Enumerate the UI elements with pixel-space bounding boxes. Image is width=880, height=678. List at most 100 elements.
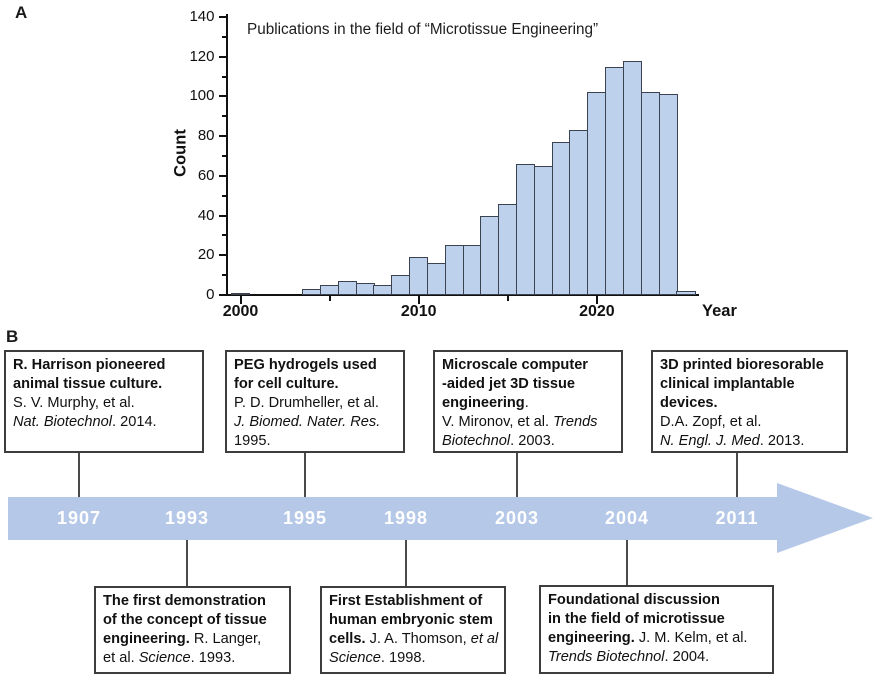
text-run: Biotechnol: [442, 433, 511, 449]
text-run: . 2014.: [111, 414, 157, 430]
text-run: et al: [470, 631, 499, 647]
timeline-year-1995: 1995: [282, 508, 328, 528]
text-run: engineering.: [548, 630, 635, 646]
text-run: . 1993.: [190, 650, 236, 666]
event-text-line: -aided jet 3D tissue: [442, 375, 614, 394]
event-box-top-3: Microscale computer -aided jet 3D tissue …: [433, 350, 623, 453]
y-tick-10: [221, 274, 226, 277]
text-run: . 2013.: [759, 433, 805, 449]
event-text-line: engineering.: [442, 394, 614, 413]
y-tick-120: [218, 55, 226, 58]
text-run: N. Engl. J. Med: [660, 433, 760, 449]
text-run: J. M. Kelm, et al.: [634, 630, 748, 646]
text-run: V. Mironov, et al.: [442, 414, 554, 430]
panel-b-label: B: [6, 327, 19, 346]
event-text-line: V. Mironov, et al. Trends: [442, 413, 614, 432]
text-run: cells.: [329, 631, 366, 647]
connector-top-1: [78, 453, 80, 497]
text-run: Trends: [553, 414, 598, 430]
text-run: -aided jet 3D tissue: [442, 376, 576, 392]
text-run: Trends Biotechnol: [548, 649, 665, 665]
text-run: 3D printed bioresorable: [660, 357, 824, 373]
event-text-line: R. Harrison pioneered: [13, 356, 195, 375]
event-text-line: 3D printed bioresorable: [660, 356, 839, 375]
text-run: engineering: [442, 395, 525, 411]
timeline-year-1907: 1907: [56, 508, 102, 528]
y-tick-label-60: 60: [197, 166, 215, 184]
event-text-line: devices.: [660, 394, 839, 413]
text-run: in the field of microtissue: [548, 611, 725, 627]
x-tick-label-2000: 2000: [222, 303, 259, 320]
text-run: D.A. Zopf, et al.: [660, 414, 762, 430]
text-run: The first demonstration: [103, 593, 266, 609]
text-run: J. A. Thomson,: [365, 631, 471, 647]
y-tick-90: [221, 115, 226, 118]
bar-2006: [337, 281, 358, 295]
text-run: Science: [138, 650, 191, 666]
y-tick-50: [221, 194, 226, 197]
y-tick-20: [218, 254, 226, 257]
bar-2021: [605, 66, 625, 295]
event-box-bottom-2: First Establishment of human embryonic st…: [320, 586, 506, 674]
bar-2017: [533, 165, 554, 295]
timeline-arrow-head-icon: [777, 483, 873, 553]
y-tick-label-40: 40: [197, 206, 215, 224]
text-run: R. Harrison pioneered: [13, 357, 166, 373]
event-text-line: Trends Biotechnol. 2004.: [548, 648, 765, 667]
x-tick-label-2020: 2020: [579, 303, 615, 320]
connector-bottom-1: [186, 540, 188, 586]
timeline-year-1998: 1998: [383, 508, 429, 528]
connector-bottom-3: [626, 540, 628, 585]
text-run: human embryonic stem: [329, 612, 493, 628]
text-run: for cell culture.: [234, 376, 339, 392]
bar-2007: [355, 283, 375, 295]
x-tick-2020: [595, 296, 598, 305]
bar-2024: [658, 94, 678, 295]
panel-a-label: A: [15, 3, 28, 22]
connector-bottom-2: [405, 540, 407, 586]
text-run: J. Biomed. Nater. Res.: [234, 414, 381, 430]
y-tick-70: [221, 155, 226, 157]
bar-2004: [302, 289, 322, 295]
connector-top-2: [304, 453, 306, 497]
text-run: Foundational discussion: [548, 592, 720, 608]
event-text-line: human embryonic stem: [329, 611, 497, 630]
event-box-top-2: PEG hydrogels used for cell culture. P. D.…: [225, 350, 405, 453]
bar-2009: [391, 275, 411, 295]
bar-2023: [640, 92, 660, 295]
y-tick-40: [218, 214, 226, 217]
text-run: PEG hydrogels used: [234, 357, 377, 373]
event-text-line: Science. 1998.: [329, 649, 497, 668]
event-text-line: Nat. Biotechnol. 2014.: [13, 413, 195, 432]
bar-2022: [622, 60, 643, 295]
x-tick-2000: [239, 296, 242, 305]
event-text-line: PEG hydrogels used: [234, 356, 396, 375]
x-axis-title: Year: [702, 302, 737, 320]
bar-2018: [551, 142, 571, 295]
event-text-line: for cell culture.: [234, 375, 396, 394]
event-text-line: Foundational discussion: [548, 591, 765, 610]
event-text-line: N. Engl. J. Med. 2013.: [660, 432, 839, 451]
text-run: of the concept of tissue: [103, 612, 267, 628]
connector-top-3: [516, 453, 518, 497]
text-run: R. Langer,: [189, 631, 262, 647]
event-text-line: engineering. R. Langer,: [103, 630, 282, 649]
y-tick-0: [218, 294, 226, 296]
y-axis-line: [225, 14, 228, 296]
text-run: 1995.: [234, 433, 271, 449]
bar-2014: [480, 215, 500, 295]
x-tick-2015: [506, 296, 509, 302]
x-tick-2010: [417, 296, 420, 305]
event-text-line: J. Biomed. Nater. Res.: [234, 413, 396, 432]
event-box-bottom-3: Foundational discussion in the field of …: [539, 585, 774, 674]
bar-2013: [462, 245, 482, 295]
text-run: First Establishment of: [329, 593, 483, 609]
bar-2000: [230, 292, 251, 295]
y-tick-60: [218, 174, 226, 177]
bar-2008: [373, 285, 393, 295]
connector-top-4: [736, 453, 738, 497]
timeline-year-2003: 2003: [494, 508, 540, 528]
bar-2005: [319, 285, 340, 295]
event-text-line: Microscale computer: [442, 356, 614, 375]
